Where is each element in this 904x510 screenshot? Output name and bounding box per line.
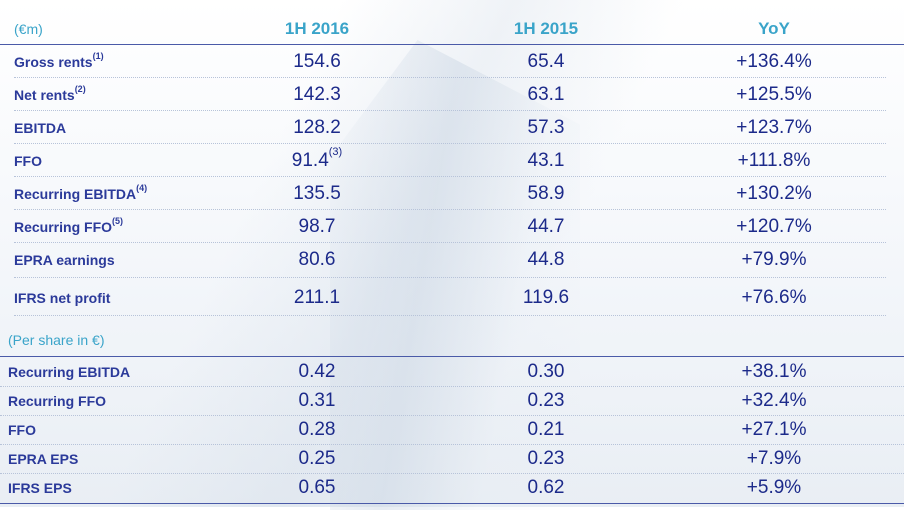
value-1h2016: 0.42 [298,360,336,382]
table-header: (€m) 1H 2016 1H 2015 YoY [0,12,904,45]
value-yoy: +130.2% [736,182,812,204]
table-row: Net rents(2) 142.3 63.1 +125.5% [0,78,904,111]
table-bottom-border [0,503,904,504]
row-label: Net rents(2) [14,83,86,103]
value-yoy: +5.9% [746,476,802,498]
value-1h2016: 135.5 [293,182,341,204]
value-1h2016: 211.1 [293,286,341,308]
value-yoy: +120.7% [736,215,812,237]
value-1h2015: 44.8 [527,248,565,270]
row-label: FFO [8,421,36,438]
table-row: EPRA EPS 0.25 0.23 +7.9% [0,444,904,473]
row-label: Recurring FFO(5) [14,215,124,235]
value-1h2015: 65.4 [527,50,565,72]
value-1h2015: 0.30 [527,360,565,382]
row-divider [14,209,886,210]
value-1h2015: 57.3 [527,116,565,138]
row-divider [0,415,904,416]
table-row: Recurring EBITDA 0.42 0.30 +38.1% [0,357,904,386]
value-1h2015: 0.62 [527,476,565,498]
value-yoy: +111.8% [737,149,811,171]
table-row: EBITDA 128.2 57.3 +123.7% [0,111,904,144]
table-row: Recurring FFO(5) 98.7 44.7 +120.7% [0,210,904,243]
row-label: Gross rents(1) [14,50,104,70]
value-1h2016: 91.4(3) [291,145,343,171]
column-header-yoy: YoY [758,18,790,38]
row-label: IFRS net profit [14,289,111,306]
value-1h2016: 128.2 [293,116,341,138]
row-label: Recurring FFO [8,392,107,409]
value-yoy: +79.9% [741,248,807,270]
table-row: Recurring EBITDA(4) 135.5 58.9 +130.2% [0,177,904,210]
row-divider [14,315,886,316]
unit-label: (€m) [14,20,43,37]
row-label: EBITDA [14,119,67,136]
row-divider [0,444,904,445]
row-label: FFO [14,152,42,169]
value-yoy: +125.5% [736,83,812,105]
value-1h2015: 0.23 [527,447,565,469]
value-1h2015: 0.23 [527,389,565,411]
row-divider [14,242,886,243]
row-label: IFRS EPS [8,479,72,496]
value-1h2015: 119.6 [522,286,570,308]
column-header-1h2015: 1H 2015 [513,18,579,38]
table-row: Recurring FFO 0.31 0.23 +32.4% [0,386,904,415]
value-yoy: +32.4% [741,389,807,411]
value-yoy: +76.6% [741,286,807,308]
table-row: Gross rents(1) 154.6 65.4 +136.4% [0,45,904,78]
value-1h2016: 142.3 [293,83,341,105]
table-row: IFRS EPS 0.65 0.62 +5.9% [0,473,904,502]
row-label: Recurring EBITDA [8,363,131,380]
table-row: FFO 91.4(3) 43.1 +111.8% [0,144,904,177]
row-divider [14,143,886,144]
value-yoy: +123.7% [736,116,812,138]
row-divider [0,386,904,387]
value-1h2016: 0.65 [298,476,336,498]
table-row: EPRA earnings 80.6 44.8 +79.9% [0,243,904,276]
row-label: Recurring EBITDA(4) [14,182,148,202]
value-1h2016: 98.7 [298,215,336,237]
row-divider [14,110,886,111]
value-1h2016: 154.6 [293,50,341,72]
value-yoy: +38.1% [741,360,807,382]
per-share-label: (Per share in €) [8,332,105,348]
value-1h2016: 80.6 [298,248,336,270]
value-1h2016: 0.31 [298,389,336,411]
value-1h2015: 44.7 [527,215,565,237]
value-1h2015: 58.9 [527,182,565,204]
value-1h2015: 63.1 [527,83,565,105]
row-label: EPRA earnings [14,251,115,268]
table-row: FFO 0.28 0.21 +27.1% [0,415,904,444]
value-yoy: +7.9% [746,447,802,469]
background-building-image [330,40,580,510]
row-label: EPRA EPS [8,450,79,467]
section-divider [0,356,904,357]
value-1h2016: 0.25 [298,447,336,469]
row-divider [0,473,904,474]
row-divider [14,176,886,177]
value-yoy: +136.4% [736,50,812,72]
per-share-header: (Per share in €) [0,325,904,355]
column-header-1h2016: 1H 2016 [284,18,350,38]
table-row: IFRS net profit 211.1 119.6 +76.6% [0,281,904,314]
header-divider [0,44,904,45]
value-1h2015: 0.21 [527,418,565,440]
value-1h2016: 0.28 [298,418,336,440]
row-divider [14,77,886,78]
row-divider [14,277,886,278]
value-1h2015: 43.1 [527,149,565,171]
value-yoy: +27.1% [741,418,807,440]
